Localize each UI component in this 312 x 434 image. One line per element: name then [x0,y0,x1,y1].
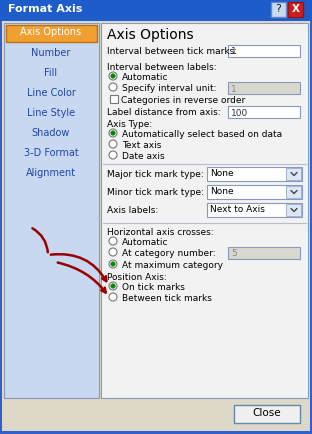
Text: Categories in reverse order: Categories in reverse order [121,96,245,105]
Text: ?: ? [275,4,281,14]
Text: On tick marks: On tick marks [122,283,185,291]
Circle shape [109,73,117,81]
Bar [0,0,312,22]
Text: X: X [291,4,300,14]
Circle shape [111,262,115,266]
Text: 1: 1 [231,84,237,93]
Text: Alignment: Alignment [26,168,76,178]
Bar [228,46,300,58]
Circle shape [109,84,117,92]
Text: Automatic: Automatic [122,73,168,82]
Circle shape [109,237,117,246]
Text: Major tick mark type:: Major tick mark type: [107,170,204,178]
Bar [6,26,97,43]
Text: Between tick marks: Between tick marks [122,293,212,302]
Text: Interval between tick marks:: Interval between tick marks: [107,47,237,56]
Text: Axis Options: Axis Options [21,27,81,37]
Text: Line Color: Line Color [27,88,76,98]
Text: Axis Type:: Axis Type: [107,120,152,129]
Text: Minor tick mark type:: Minor tick mark type: [107,187,204,197]
Bar [286,204,301,217]
Text: Line Style: Line Style [27,108,75,118]
Circle shape [111,284,115,289]
Text: Date axis: Date axis [122,151,165,161]
Text: 5: 5 [231,249,237,258]
Bar [207,168,302,181]
Text: Automatically select based on data: Automatically select based on data [122,130,282,139]
Bar [4,24,99,398]
Text: Interval between labels:: Interval between labels: [107,63,217,72]
Circle shape [109,130,117,138]
Circle shape [109,283,117,290]
Text: Number: Number [31,48,71,58]
Text: Position Axis:: Position Axis: [107,273,167,281]
Circle shape [111,75,115,79]
Bar [286,187,301,198]
Circle shape [109,260,117,268]
Text: Text axis: Text axis [122,141,161,150]
Circle shape [111,132,115,136]
Text: None: None [210,187,234,196]
Text: At category number:: At category number: [122,248,216,257]
Text: Close: Close [253,407,281,417]
Text: Format Axis: Format Axis [8,4,82,14]
Circle shape [109,293,117,301]
Text: 100: 100 [231,108,248,117]
Text: Shadow: Shadow [32,128,70,138]
Bar [271,3,286,18]
Bar [286,169,301,181]
Text: 1: 1 [231,47,237,56]
Text: Horizontal axis crosses:: Horizontal axis crosses: [107,227,214,237]
Text: Next to Axis: Next to Axis [210,205,265,214]
Bar [234,405,300,423]
Text: None: None [210,169,234,178]
Text: 3-D Format: 3-D Format [24,148,78,158]
Bar [228,247,300,260]
Bar [110,96,118,104]
Bar [228,107,300,119]
Bar [288,3,303,18]
Bar [228,83,300,95]
Bar [207,186,302,200]
Text: Specify interval unit:: Specify interval unit: [122,84,217,93]
Text: Axis labels:: Axis labels: [107,206,158,214]
Bar [101,24,308,398]
Text: Label distance from axis:: Label distance from axis: [107,108,221,117]
Text: Axis Options: Axis Options [107,28,194,42]
Bar [207,204,302,217]
Circle shape [109,151,117,160]
Circle shape [109,141,117,149]
Text: Fill: Fill [44,68,57,78]
Circle shape [109,248,117,256]
Text: At maximum category: At maximum category [122,260,223,270]
Text: Automatic: Automatic [122,237,168,247]
